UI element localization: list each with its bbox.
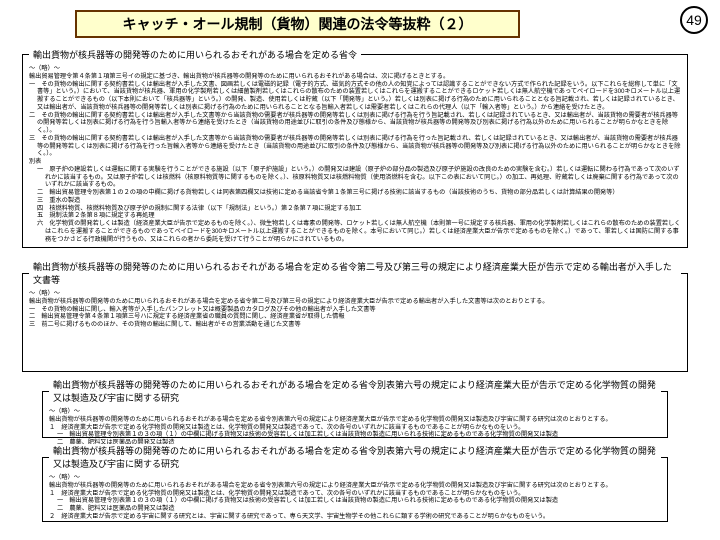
section-3: 輸出貨物が核兵器等の開発等のために用いられるおそれがある場合を定める省令別表第六… bbox=[42, 378, 668, 438]
bessyo-heading: 別表 bbox=[29, 158, 681, 166]
s4-l1: 輸出貨物が核兵器等の開発等のために用いられるおそれがある場合を定める省令別表第六… bbox=[49, 482, 661, 490]
section-2-legend: 輸出貨物が核兵器等の開発等のために用いられるおそれがある場合を定める省令第二号及… bbox=[29, 260, 681, 286]
section-4: 輸出貨物が核兵器等の開発等のために用いられるおそれがある場合を定める省令別表第六… bbox=[42, 444, 668, 522]
item-2: 二 その貨物の輸出に関する契約書若しくは輸出者が入手した文書等から当該貨物の需要… bbox=[29, 112, 681, 135]
page-number: 49 bbox=[680, 6, 708, 34]
section-2: 輸出貨物が核兵器等の開発等のために用いられるおそれがある場合を定める省令第二号及… bbox=[22, 260, 688, 372]
ryaku4: ～（略）～ bbox=[49, 474, 661, 482]
section-1-legend: 輸出貨物が核兵器等の開発等のために用いられるおそれがある場合を定める省令 bbox=[29, 48, 361, 61]
b1: 一 原子炉の建設若しくは運転に関する実験を行うことができる施設（以下「原子炉施設… bbox=[29, 166, 681, 189]
section-1-body: ～（略）～ 輸出貿易管理令第４条第１項第三号イの規定に基づき、輸出貨物が核兵器等… bbox=[29, 65, 681, 243]
section-3-legend: 輸出貨物が核兵器等の開発等のために用いられるおそれがある場合を定める省令別表第六… bbox=[49, 378, 661, 404]
s4-i2a: 一 輸出貿易管理令別表第１の３の項（１）の中欄に掲げる貨物又は技術の受容若しくは… bbox=[49, 497, 661, 505]
section-2-body: ～（略）～ 輸出貨物が核兵器等の開発等のために用いられるおそれがある場合を定める… bbox=[29, 290, 681, 329]
s4-i2b: 二 農薬、肥料又は医薬品の開発又は製造 bbox=[49, 505, 661, 513]
s2-i2: 二 輸出貿易管理令第４条第１項第三号ハに規定する経済産業省の職員の質問に関し、経… bbox=[29, 313, 681, 321]
s2-i3: 三 前二号に掲げるもののほか、その貨物の輸出に関して、輸出者がその営業活動を通じ… bbox=[29, 321, 681, 329]
ryaku3: ～（略）～ bbox=[49, 408, 661, 416]
s4-i3: ２ 経済産業大臣が告示で定める宇宙に関する研究とは、宇宙に関する研究であって、専… bbox=[49, 513, 661, 521]
s3-l1: 輸出貨物が核兵器等の開発等のために用いられるおそれがある場合を定める省令別表第六… bbox=[49, 416, 661, 424]
section-1: 輸出貨物が核兵器等の開発等のために用いられるおそれがある場合を定める省令 ～（略… bbox=[22, 48, 688, 248]
s2-line1: 輸出貨物が核兵器等の開発等のために用いられるおそれがある場合を定める省令第二号及… bbox=[29, 298, 681, 306]
section-4-legend: 輸出貨物が核兵器等の開発等のために用いられるおそれがある場合を定める省令別表第六… bbox=[49, 444, 661, 470]
section-4-body: ～（略）～ 輸出貨物が核兵器等の開発等のために用いられるおそれがある場合を定める… bbox=[49, 474, 661, 521]
ryaku2: ～（略）～ bbox=[29, 290, 681, 298]
ryaku: ～（略）～ bbox=[29, 65, 681, 73]
title-bar: キャッチ・オール規制（貨物）関連の法令等抜粋（２） bbox=[75, 10, 520, 38]
b2: 二 輸出貿易管理令別表第１の２の項の中欄に掲げる貨物若しくは同表第四欄又は技術に… bbox=[29, 189, 681, 197]
s3-i2a: 一 輸出貿易管理令別表第１の３の項（１）の中欄に掲げる貨物又は技術の受容若しくは… bbox=[49, 431, 661, 439]
item-3: 三 その貨物の輸出に関する契約書若しくは輸出者が入手した文書等から当該貨物の需要… bbox=[29, 135, 681, 158]
b3: 三 重水の製造 bbox=[29, 197, 681, 205]
b6: 六 化学物質の開発若しくは製造（経済産業大臣が告示で定めるものを除く。）、微生物… bbox=[29, 220, 681, 243]
b5: 五 規制法第２条第８項に規定する再処理 bbox=[29, 212, 681, 220]
intro: 輸出貿易管理令第４条第１項第三号イの規定に基づき、輸出貨物が核兵器等の開発等のた… bbox=[29, 73, 681, 81]
item-1: 一 その貨物の輸出に関する契約書若しくは輸出者が入手した文書、図画若しくは電磁的… bbox=[29, 81, 681, 112]
